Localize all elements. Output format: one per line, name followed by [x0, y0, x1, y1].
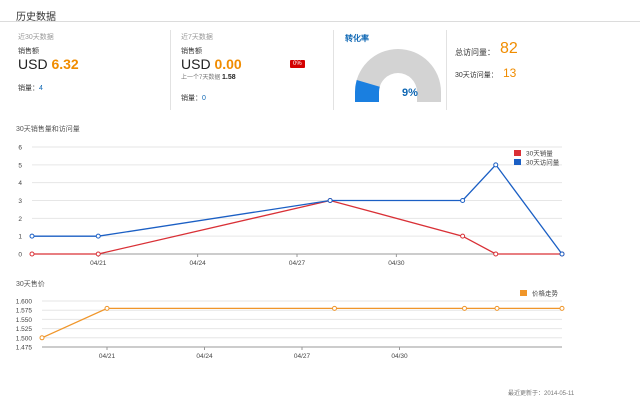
data-point	[95, 251, 101, 257]
y-tick-label: 5	[18, 162, 22, 169]
y-tick-label: 2	[18, 216, 22, 223]
y-tick-label: 6	[18, 145, 22, 152]
y-tick-label: 1.575	[16, 308, 33, 315]
data-point	[462, 305, 467, 311]
legend-label: 30天访问量	[526, 158, 560, 167]
prev-week-value: 1.58	[222, 74, 236, 81]
data-point	[29, 251, 35, 257]
last30-currency: USD	[18, 56, 48, 72]
last30-qty-label: 销量：	[18, 85, 39, 92]
data-point	[327, 198, 333, 203]
last7-sales-label: 销售额	[181, 48, 202, 55]
last30-sales-label: 销售额	[18, 48, 39, 55]
price-chart: 1.475 1.500 1.525 1.550 1.575 1.600 04/21 04/24…	[16, 289, 565, 360]
data-point	[493, 251, 499, 257]
last7-caption: 近7天数据	[181, 34, 213, 41]
y-tick-label: 1.550	[16, 317, 33, 324]
y-tick-label: 0	[18, 252, 22, 259]
section-header	[0, 0, 640, 22]
legend-swatch	[514, 159, 521, 165]
y-tick-label: 1.600	[16, 299, 33, 306]
last30-qty-value: 4	[39, 85, 43, 92]
data-point	[493, 162, 499, 168]
legend-swatch	[520, 290, 527, 296]
x-tick-label: 04/24	[189, 260, 206, 267]
y-tick-label: 3	[18, 198, 22, 205]
data-point	[460, 198, 466, 203]
divider	[333, 30, 334, 110]
section-title: 历史数据	[16, 12, 56, 23]
conversion-value: 9%	[402, 87, 418, 99]
y-tick-label: 1.475	[16, 345, 33, 352]
y-tick-label: 1	[18, 234, 22, 241]
y-tick-label: 4	[18, 180, 22, 187]
series-line	[32, 199, 562, 255]
data-point	[29, 233, 35, 239]
data-point	[104, 305, 110, 311]
y-tick-label: 1.525	[16, 326, 33, 333]
data-point	[460, 233, 466, 239]
chart2-title: 30天售价	[16, 281, 45, 288]
last7-qty: 销量：0	[181, 93, 206, 103]
legend-label: 30天销量	[526, 149, 553, 158]
last30-sales-amount: USD 6.32	[18, 56, 79, 72]
divider	[170, 30, 171, 110]
x-tick-label: 04/30	[391, 353, 408, 360]
last7-qty-label: 销量：	[181, 95, 202, 102]
last7-amount-value: 0.00	[214, 56, 242, 72]
x-tick-label: 04/21	[99, 353, 116, 360]
total-visits-label: 总访问量：	[455, 48, 495, 57]
x-tick-label: 04/24	[196, 353, 213, 360]
month-visits-value: 13	[503, 66, 517, 80]
data-point	[95, 233, 101, 239]
data-point	[332, 305, 337, 311]
data-point	[494, 305, 500, 311]
last30-amount-value: 6.32	[51, 56, 79, 72]
divider	[446, 30, 447, 110]
series-line	[41, 307, 562, 339]
total-visits-value: 82	[500, 40, 518, 57]
x-tick-label: 04/21	[90, 260, 107, 267]
data-point	[559, 305, 565, 311]
last-updated: 最近更新于：2014-05-11	[508, 391, 575, 397]
prev-week-label: 上一个7天数据	[181, 75, 221, 81]
legend-label: 价格走势	[532, 289, 559, 298]
prev-week: 上一个7天数据 1.58	[181, 72, 236, 81]
conversion-title: 转化率	[345, 34, 369, 43]
data-point	[39, 335, 45, 341]
month-visits-label: 30天访问量：	[455, 72, 498, 79]
chart1-title: 30天销售量和访问量	[16, 126, 80, 133]
last30-caption: 近30天数据	[18, 34, 54, 41]
change-badge: 0%	[290, 60, 305, 68]
gauge-fill	[355, 80, 380, 102]
x-tick-label: 04/27	[294, 353, 311, 360]
last7-sales-amount: USD 0.00	[181, 56, 242, 72]
x-tick-label: 04/30	[388, 260, 405, 267]
conversion-gauge	[355, 49, 441, 102]
last30-qty: 销量：4	[18, 83, 43, 93]
last7-qty-value: 0	[202, 95, 206, 102]
data-point	[559, 251, 565, 257]
last7-currency: USD	[181, 56, 211, 72]
y-tick-label: 1.500	[16, 335, 33, 342]
x-tick-label: 04/27	[289, 260, 306, 267]
legend-swatch	[514, 150, 521, 156]
series-line	[32, 163, 563, 255]
